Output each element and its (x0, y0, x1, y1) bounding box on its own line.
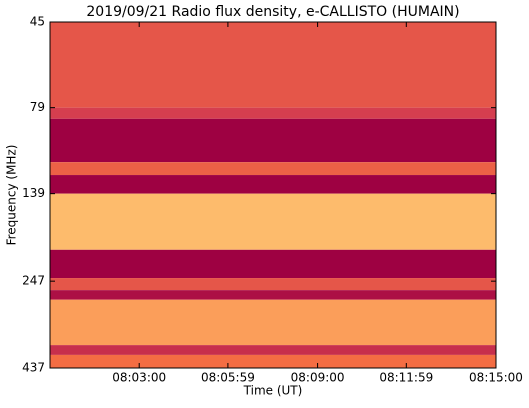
heatmap-band (50, 193, 496, 250)
y-tick-label: 45 (30, 15, 45, 29)
y-axis-label: Frequency (MHz) (5, 145, 19, 246)
x-axis-label: Time (UT) (243, 384, 303, 398)
y-tick-label: 79 (30, 100, 45, 114)
heatmap-band (50, 299, 496, 346)
heatmap-band (50, 162, 496, 176)
x-tick-label: 08:09:00 (291, 371, 345, 385)
plot-area (50, 22, 496, 368)
heatmap-band (50, 249, 496, 279)
x-tick-label: 08:15:00 (469, 371, 523, 385)
heatmap-band (50, 290, 496, 300)
y-tick-label: 247 (22, 274, 45, 288)
x-tick-label: 08:11:59 (379, 371, 433, 385)
heatmap-band (50, 354, 496, 368)
heatmap-band (50, 107, 496, 119)
heatmap-band (50, 278, 496, 291)
y-tick-label: 139 (22, 186, 45, 200)
plot-frame (49, 21, 497, 369)
heatmap-band (50, 345, 496, 355)
x-tick-label: 08:03:00 (112, 371, 166, 385)
x-tick-label: 08:05:59 (201, 371, 255, 385)
chart-title: 2019/09/21 Radio flux density, e-CALLIST… (86, 4, 459, 20)
heatmap-band (50, 118, 496, 163)
heatmap-band (50, 175, 496, 194)
heatmap-band (50, 22, 496, 108)
y-tick-label: 437 (22, 361, 45, 375)
